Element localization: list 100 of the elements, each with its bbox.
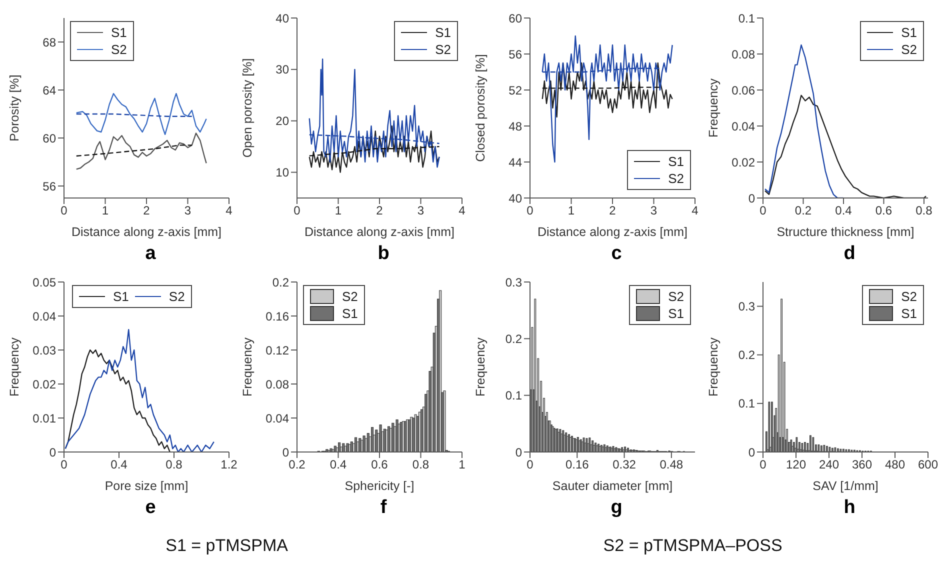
legend-label: S1 <box>668 153 684 170</box>
x-tick-label: 120 <box>786 458 806 472</box>
x-tick-label: 0.4 <box>835 204 852 218</box>
y-tick-label: 40 <box>276 11 290 26</box>
y-tick-label: 0.03 <box>32 343 56 358</box>
y-tick-label: 0 <box>49 445 56 460</box>
x-axis-title: Distance along z-axis [mm] <box>537 225 688 239</box>
y-tick-label: 60 <box>508 11 522 26</box>
text: h <box>842 496 856 520</box>
y-tick-label: 0 <box>748 445 756 460</box>
x-axis-title: Distance along z-axis [mm] <box>304 225 455 239</box>
x-tick-label: 240 <box>818 458 840 472</box>
x-tick-label: 1 <box>334 204 342 218</box>
x-tick-label: 0 <box>760 458 767 472</box>
y-axis-title: Frequency <box>706 78 720 138</box>
x-tick-label: 0.16 <box>565 458 590 472</box>
x-tick-label: 4 <box>458 204 466 218</box>
y-tick-label: 0.05 <box>32 275 56 290</box>
x-axis-title: Pore size [mm] <box>104 479 188 493</box>
text: d <box>842 242 856 266</box>
legend-label: S2 <box>168 288 185 305</box>
legend-label: S2 <box>901 288 917 305</box>
x-axis-title: Sauter diameter [mm] <box>552 479 673 493</box>
y-tick-label: 0.06 <box>732 83 756 98</box>
x-axis-title: Sphericity [-] <box>344 479 414 493</box>
y-tick-label: 0.16 <box>266 309 290 324</box>
y-axis-title: Porosity [%] <box>7 74 22 142</box>
y-tick-label: 0.04 <box>732 119 756 134</box>
y-axis-title: Closed porosity [%] <box>473 54 488 162</box>
y-tick-label: 0.3 <box>738 300 756 314</box>
text: b <box>376 242 390 266</box>
y-tick-label: 0.2 <box>272 275 290 290</box>
y-tick-label: 40 <box>508 191 522 206</box>
x-tick-label: 0.32 <box>612 458 636 472</box>
y-tick-label: 0.2 <box>505 332 522 346</box>
y-axis-title: Frequency <box>7 336 22 397</box>
x-tick-label: 0 <box>60 458 68 472</box>
x-tick-label: 2 <box>376 204 384 218</box>
y-tick-label: 0.04 <box>266 411 290 426</box>
x-tick-label: 0.2 <box>288 458 306 472</box>
x-tick-label: 0 <box>526 458 534 472</box>
y-tick-label: 0.08 <box>266 377 290 392</box>
x-tick-label: 1 <box>102 204 109 218</box>
x-axis-title: Distance along z-axis [mm] <box>71 225 222 239</box>
y-axis-title: Frequency <box>706 336 720 397</box>
y-tick-label: 0 <box>282 445 290 460</box>
y-tick-label: 0.1 <box>505 388 522 403</box>
text: e <box>144 496 157 520</box>
x-tick-label: 360 <box>852 458 872 472</box>
x-axis-title: Structure thickness [mm] <box>776 225 914 239</box>
y-tick-label: 20 <box>276 114 290 128</box>
legend-label: S2 <box>668 288 684 305</box>
legend-label: S1 <box>342 305 358 322</box>
y-tick-label: 64 <box>42 83 56 98</box>
text: S2 = pTMSPMA–POSS <box>603 536 782 556</box>
x-tick-label: 0.8 <box>412 458 430 472</box>
y-tick-label: 0 <box>515 445 522 460</box>
legend-label: S1 <box>111 24 127 41</box>
x-tick-label: 0.6 <box>371 458 388 472</box>
y-tick-label: 0.12 <box>266 343 290 358</box>
x-tick-label: 600 <box>918 458 938 472</box>
x-tick-label: 0 <box>60 204 68 218</box>
x-tick-label: 2 <box>143 204 150 218</box>
y-tick-label: 0.1 <box>738 11 756 26</box>
x-tick-label: 0.48 <box>660 458 684 472</box>
legend-label: S1 <box>435 24 451 41</box>
x-tick-label: 0.8 <box>166 458 183 472</box>
x-tick-label: 480 <box>884 458 906 472</box>
x-tick-label: 3 <box>417 204 424 218</box>
text: a <box>144 242 157 266</box>
legend-label: S1 <box>901 24 917 41</box>
x-tick-label: 0 <box>760 204 767 218</box>
legend-label: S2 <box>111 41 127 58</box>
x-tick-label: 0.4 <box>330 458 347 472</box>
x-tick-label: 3 <box>650 204 658 218</box>
x-tick-label: 4 <box>692 204 699 218</box>
y-tick-label: 0 <box>748 191 756 206</box>
x-tick-label: 0.8 <box>916 204 933 218</box>
legend-label: S1 <box>113 288 129 305</box>
y-tick-label: 56 <box>42 179 56 194</box>
y-axis-title: Frequency <box>473 336 488 397</box>
y-tick-label: 10 <box>276 166 290 180</box>
y-axis-title: Frequency <box>240 336 254 397</box>
y-tick-label: 0.3 <box>505 275 522 290</box>
y-tick-label: 60 <box>42 131 56 146</box>
legend-label: S2 <box>342 288 358 305</box>
y-tick-label: 56 <box>508 47 522 62</box>
y-tick-label: 48 <box>508 119 522 134</box>
y-axis-title: Open porosity [%] <box>240 58 254 158</box>
x-tick-label: 0.4 <box>110 458 128 472</box>
x-tick-label: 2 <box>609 204 616 218</box>
text: c <box>610 242 623 266</box>
x-tick-label: 1.2 <box>220 458 238 472</box>
y-tick-label: 44 <box>508 155 522 170</box>
y-tick-label: 0.02 <box>732 155 756 170</box>
x-tick-label: 0.6 <box>875 204 892 218</box>
y-tick-label: 0.04 <box>32 309 56 324</box>
x-tick-label: 1 <box>568 204 575 218</box>
x-tick-label: 0 <box>294 204 301 218</box>
y-tick-label: 0.1 <box>738 396 756 411</box>
